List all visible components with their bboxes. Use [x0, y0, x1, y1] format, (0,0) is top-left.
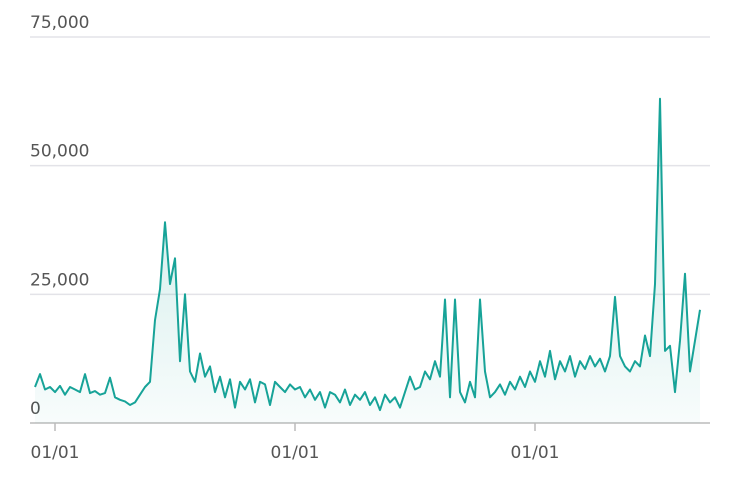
area	[35, 98, 700, 424]
y-tick-label: 75,000	[30, 13, 89, 33]
line	[34, 97, 701, 412]
y-tick-label: 50,000	[30, 142, 89, 162]
x-tick-label: 01/01	[31, 443, 80, 463]
x-tick-label: 01/01	[271, 443, 320, 463]
y-tick-label: 25,000	[30, 270, 89, 290]
x-tick-label: 01/01	[511, 443, 560, 463]
